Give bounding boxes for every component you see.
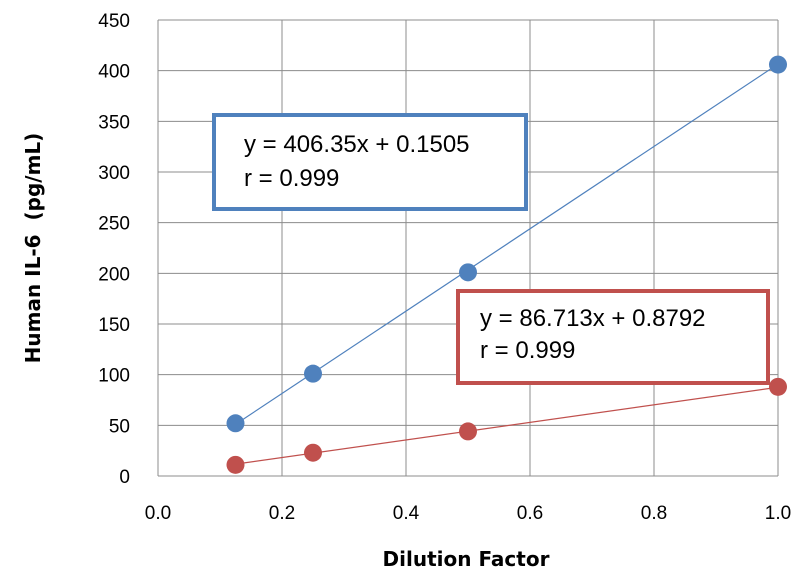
y-tick-label: 100 [98,366,130,387]
data-point [459,422,477,441]
x-tick-label: 0.4 [393,503,420,524]
red-equation-box: y = 86.713x + 0.8792 r = 0.999 [456,289,770,385]
y-tick-label: 400 [98,62,130,83]
x-tick-label: 0.6 [517,503,543,524]
trendline [235,63,779,425]
y-tick-label: 350 [98,112,130,133]
data-point [769,377,787,396]
data-point [304,443,322,462]
data-points [226,55,787,474]
x-tick-label: 1.0 [765,503,791,524]
y-tick-label: 0 [119,467,130,488]
x-axis-tick-labels: 0.0 0.2 0.4 0.6 0.8 1.0 [145,503,791,524]
y-axis-title: Human IL-6 (pg/mL) [21,133,45,364]
y-tick-label: 200 [98,264,130,285]
y-tick-label: 150 [98,315,130,336]
trendlines [235,63,779,465]
blue-r-value: r = 0.999 [244,165,339,192]
blue-equation-box: y = 406.35x + 0.1505 r = 0.999 [212,113,528,211]
data-point [226,414,245,433]
x-tick-label: 0.8 [641,503,667,524]
data-point [459,263,477,282]
red-r-value: r = 0.999 [480,337,575,364]
data-point [304,364,322,383]
data-point [769,55,787,74]
y-tick-label: 300 [98,163,130,184]
blue-equation-text: y = 406.35x + 0.1505 [244,131,470,158]
x-tick-label: 0.0 [145,503,171,524]
y-tick-label: 250 [98,214,130,235]
y-tick-label: 50 [109,416,130,437]
y-tick-label: 450 [98,11,130,32]
red-equation-text: y = 86.713x + 0.8792 [480,305,706,332]
y-axis-tick-labels: 0 50 100 150 200 250 300 350 400 450 [98,11,130,488]
trendline [235,386,779,465]
x-axis-title: Dilution Factor [383,547,550,571]
x-tick-label: 0.2 [269,503,295,524]
gridlines [157,19,779,477]
data-point [226,455,245,474]
